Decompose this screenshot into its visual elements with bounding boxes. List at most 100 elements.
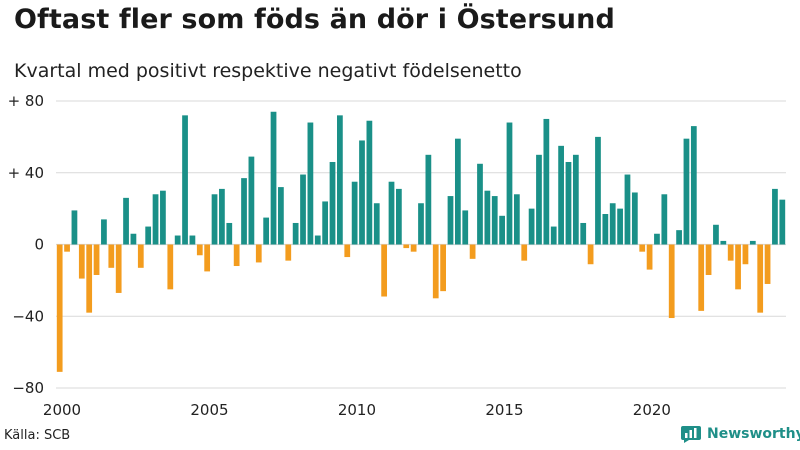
bar-2017-q3 — [572, 154, 579, 245]
bar-2017-q4 — [580, 222, 587, 245]
bar-2010-q2 — [359, 140, 365, 245]
bar-2022-q3 — [720, 240, 727, 245]
bar-2020-q4 — [668, 244, 675, 319]
y-tick-label: −80 — [12, 379, 44, 397]
chart-subtitle: Kvartal med positivt respektive negativt… — [14, 60, 522, 82]
bar-2014-q1 — [469, 244, 476, 259]
bar-2023-q3 — [749, 240, 756, 245]
bar-2015-q4 — [521, 244, 528, 261]
bar-2002-q4 — [137, 244, 144, 268]
bar-2008-q2 — [300, 174, 306, 245]
source-note: Källa: SCB — [4, 428, 71, 443]
bar-2021-q1 — [676, 230, 682, 245]
bar-2003-q1 — [145, 226, 152, 245]
bar-2010-q1 — [351, 181, 358, 245]
bar-2020-q3 — [661, 194, 668, 245]
y-tick-label: + 80 — [8, 92, 44, 110]
bar-2015-q3 — [513, 194, 520, 245]
bar-2022-q2 — [713, 224, 719, 245]
bar-2004-q3 — [189, 235, 196, 245]
bar-2001-q3 — [101, 219, 107, 245]
bar-2002-q3 — [130, 233, 137, 245]
bar-2022-q1 — [705, 244, 712, 275]
bar-2014-q3 — [484, 190, 491, 245]
bar-2003-q2 — [152, 194, 159, 245]
y-tick-label: −40 — [12, 307, 44, 325]
bar-2014-q4 — [491, 196, 498, 245]
bar-2011-q1 — [381, 244, 388, 297]
newsworthy-logo-icon — [681, 426, 701, 443]
bar-2005-q2 — [211, 194, 218, 245]
bar-2009-q3 — [337, 115, 343, 245]
bar-2023-q2 — [742, 244, 749, 265]
bar-2011-q2 — [388, 181, 395, 245]
bar-2021-q2 — [683, 138, 690, 245]
bar-2019-q3 — [631, 192, 638, 245]
bar-2023-q4 — [757, 244, 764, 313]
bar-2013-q4 — [462, 210, 469, 245]
bar-2006-q3 — [248, 156, 255, 245]
bar-2010-q4 — [373, 203, 380, 245]
bar-2021-q4 — [698, 244, 705, 311]
brand-logo[interactable]: Newsworthy — [680, 425, 800, 443]
x-tick-label: 2020 — [633, 401, 671, 419]
bar-2000-q2 — [64, 244, 70, 252]
bar-2012-q4 — [432, 244, 439, 299]
bar-2018-q3 — [602, 214, 609, 245]
bar-2009-q1 — [322, 201, 329, 245]
bar-2024-q1 — [764, 244, 771, 284]
bar-2000-q4 — [78, 244, 85, 279]
bar-2019-q1 — [617, 208, 623, 245]
bar-2015-q2 — [506, 122, 513, 245]
bar-2021-q3 — [690, 126, 697, 245]
bar-2001-q2 — [93, 244, 100, 275]
y-tick-label: 0 — [34, 236, 44, 254]
bar-2017-q2 — [565, 161, 572, 245]
bar-2020-q2 — [654, 233, 660, 245]
bar-2024-q2 — [772, 188, 778, 245]
bar-2019-q2 — [624, 174, 631, 245]
bar-2006-q1 — [233, 244, 240, 267]
bar-2022-q4 — [727, 244, 734, 261]
bar-2011-q3 — [396, 188, 402, 245]
bar-2003-q4 — [167, 244, 174, 290]
bar-2009-q2 — [329, 161, 336, 245]
bar-2019-q4 — [639, 244, 646, 252]
bar-2006-q2 — [241, 178, 247, 245]
brand-name: Newsworthy — [707, 426, 800, 442]
bar-2008-q1 — [292, 222, 299, 245]
bar-2007-q4 — [285, 244, 292, 261]
y-tick-label: + 40 — [8, 164, 44, 182]
bar-2001-q4 — [108, 244, 115, 268]
bar-2018-q2 — [595, 136, 601, 245]
bar-2008-q4 — [314, 235, 321, 245]
bar-2005-q3 — [219, 188, 225, 245]
bar-2018-q1 — [587, 244, 594, 265]
bar-2001-q1 — [86, 244, 93, 313]
bar-2015-q1 — [499, 215, 505, 245]
bar-2002-q2 — [123, 197, 129, 245]
chart-title: Oftast fler som föds än dör i Östersund — [14, 4, 615, 35]
bar-2013-q3 — [454, 138, 461, 245]
bar-2007-q1 — [263, 217, 270, 245]
bar-2016-q3 — [543, 118, 550, 245]
bar-2012-q1 — [410, 244, 417, 252]
bar-2016-q2 — [536, 154, 542, 245]
bar-2012-q3 — [425, 154, 432, 245]
bar-2011-q4 — [403, 244, 410, 249]
bar-2004-q2 — [182, 115, 188, 245]
bar-2020-q1 — [646, 244, 653, 270]
bar-2018-q4 — [609, 203, 616, 245]
bar-2009-q4 — [344, 244, 351, 258]
bar-2007-q2 — [270, 111, 277, 245]
bar-2006-q4 — [255, 244, 262, 263]
x-tick-label: 2000 — [43, 401, 81, 419]
bar-2010-q3 — [366, 120, 373, 245]
bar-2013-q2 — [447, 196, 454, 245]
x-tick-label: 2015 — [485, 401, 523, 419]
x-tick-label: 2005 — [190, 401, 228, 419]
x-tick-label: 2010 — [338, 401, 376, 419]
bar-2002-q1 — [115, 244, 122, 293]
bar-2005-q1 — [204, 244, 211, 272]
